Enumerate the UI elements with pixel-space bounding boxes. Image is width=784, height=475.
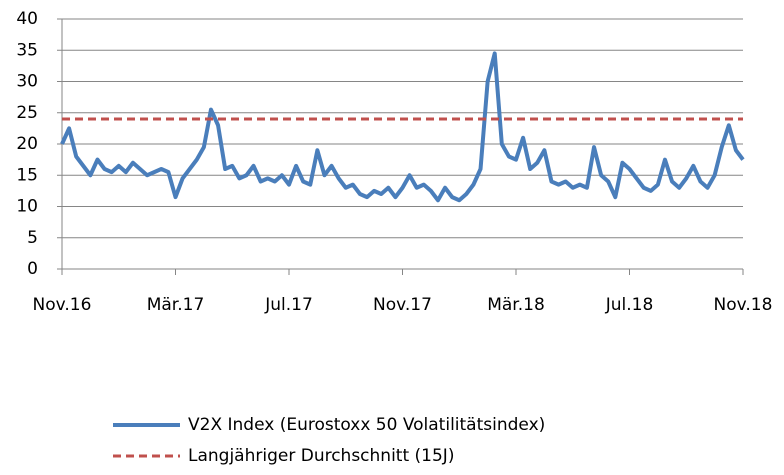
x-tick-label: Mär.17 [147,295,205,315]
x-tick-label: Nov.18 [714,295,773,315]
y-tick-label: 25 [16,103,38,123]
y-tick-label: 10 [16,197,38,217]
y-tick-label: 20 [16,134,38,154]
x-tick-label: Jul.17 [264,295,313,315]
y-tick-label: 0 [27,259,38,279]
y-tick-label: 40 [16,9,38,29]
x-tick-label: Jul.18 [605,295,654,315]
y-tick-label: 15 [16,165,38,185]
y-tick-label: 35 [16,40,38,60]
x-tick-label: Nov.16 [33,295,92,315]
y-tick-label: 5 [27,228,38,248]
legend-label: Langjähriger Durchschnitt (15J) [188,446,454,466]
x-tick-label: Nov.17 [373,295,432,315]
legend-label: V2X Index (Eurostoxx 50 Volatilitätsinde… [188,415,545,435]
y-tick-label: 30 [16,72,38,92]
x-tick-label: Mär.18 [487,295,545,315]
series-line [60,51,745,203]
